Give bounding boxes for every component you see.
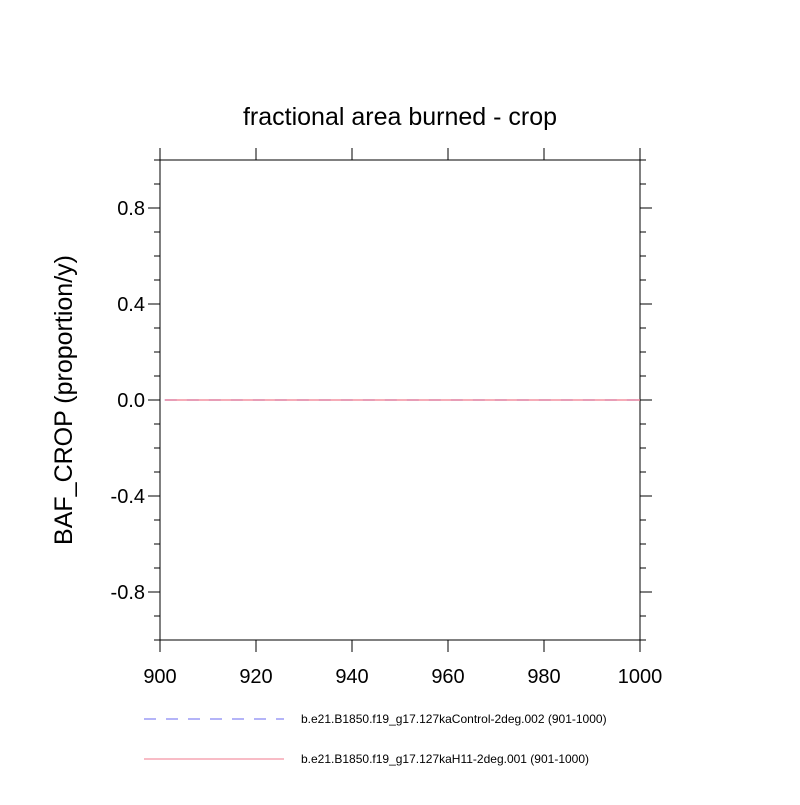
x-tick-label: 940 [335,666,368,688]
x-tick-label: 1000 [618,666,663,688]
legend: b.e21.B1850.f19_g17.127kaControl-2deg.00… [144,712,607,766]
legend-label-1: b.e21.B1850.f19_g17.127kaControl-2deg.00… [301,712,607,726]
legend-label-2: b.e21.B1850.f19_g17.127kaH11-2deg.001 (9… [301,752,589,766]
x-tick-label: 980 [527,666,560,688]
y-tick-label: 0.4 [117,294,145,316]
x-tick-label: 900 [143,666,176,688]
x-tick-label: 920 [239,666,272,688]
y-tick-label: 0.0 [117,390,145,412]
y-tick-label: -0.8 [111,582,145,604]
y-axis-label: BAF_CROP (proportion/y) [50,255,78,545]
tick-labels: 900 920 940 960 980 1000 -0.8 -0.4 0.0 0.4 0.8 [111,198,663,688]
axis-ticks [148,148,652,652]
x-tick-label: 960 [431,666,464,688]
y-tick-label: 0.8 [117,198,145,220]
y-tick-label: -0.4 [111,486,145,508]
chart-title: fractional area burned - crop [243,103,557,131]
